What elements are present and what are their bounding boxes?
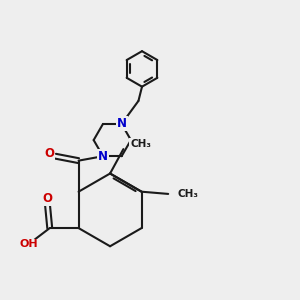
Text: O: O	[44, 147, 54, 160]
Text: CH₃: CH₃	[130, 139, 151, 149]
Text: CH₃: CH₃	[178, 189, 199, 199]
Text: N: N	[117, 117, 127, 130]
Text: OH: OH	[20, 239, 38, 250]
Text: O: O	[43, 192, 52, 205]
Text: N: N	[98, 150, 108, 163]
